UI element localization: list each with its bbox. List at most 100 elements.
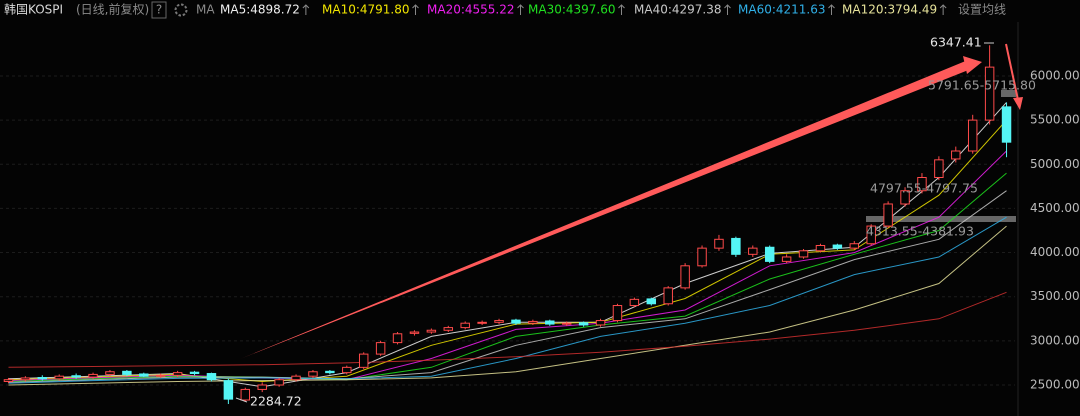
candle-body <box>832 244 843 249</box>
candle-body <box>815 244 826 252</box>
candle-body <box>883 203 893 227</box>
candle-body <box>731 237 741 255</box>
y-tick-label: 4000.00 <box>1030 245 1080 259</box>
chart-subtitle: (日线,前复权) <box>76 2 149 17</box>
candle-body <box>781 256 792 262</box>
legend-arrow <box>412 4 419 15</box>
candle-body <box>139 373 149 377</box>
candle-body <box>595 320 606 326</box>
y-tick-label: 3000.00 <box>1030 333 1080 347</box>
candle-body <box>984 66 995 121</box>
candle-body <box>325 370 335 374</box>
ma-label: MA <box>196 3 215 17</box>
candle-body <box>663 287 673 305</box>
candle-body <box>189 371 200 375</box>
ma-line <box>8 190 1007 383</box>
candle-body <box>764 246 775 262</box>
candle-body <box>105 371 115 375</box>
y-tick-label: 6000.00 <box>1030 68 1080 82</box>
legend-arrow <box>939 4 947 15</box>
y-tick-label: 3500.00 <box>1030 289 1080 303</box>
candle-body <box>561 322 572 325</box>
candle-body <box>172 372 183 376</box>
candle-body <box>71 375 81 378</box>
candle-body <box>629 298 640 307</box>
ma-line <box>8 291 1007 368</box>
candle-body <box>917 176 927 192</box>
candle-body <box>291 375 301 381</box>
legend-entry: MA60:4211.63 <box>738 3 826 17</box>
candle-body <box>849 243 860 249</box>
candle-body <box>866 225 876 245</box>
candle-body <box>409 331 420 334</box>
candle-body <box>545 320 555 325</box>
candle-body <box>54 375 64 380</box>
candle-body <box>934 159 944 178</box>
trend-arrow <box>240 60 971 359</box>
legend-entry: MA40:4297.38 <box>634 3 722 17</box>
legend-arrow <box>724 4 731 15</box>
legend-arrow <box>517 4 524 15</box>
ma-line <box>8 225 1007 386</box>
arrow-head <box>1013 97 1023 110</box>
settings-link[interactable]: 设置均线 <box>958 3 1006 17</box>
y-tick-label: 4500.00 <box>1030 201 1080 215</box>
settings-icon[interactable] <box>174 3 188 17</box>
candle-body <box>477 321 487 324</box>
gap-label: 4797.55-4797.75 <box>870 181 978 196</box>
candle-body <box>155 374 166 377</box>
ma-line <box>8 216 1007 384</box>
candle-body <box>3 379 14 382</box>
candle-body <box>798 250 809 258</box>
candle-body <box>274 379 284 386</box>
drop-arrow <box>1005 43 1019 101</box>
candle-body <box>426 329 437 333</box>
legend-arrow <box>618 4 625 15</box>
legend-entry: MA5:4898.72 <box>220 3 300 17</box>
ma-line <box>8 150 1007 382</box>
candle-body <box>206 373 217 381</box>
chart-title: 韩国KOSPI <box>4 2 63 17</box>
legend-entry: MA10:4791.80 <box>322 3 410 17</box>
candle-body <box>20 377 31 381</box>
candle-body <box>494 320 504 323</box>
arrow-head <box>963 56 982 74</box>
candle-body <box>358 353 369 368</box>
candle-body <box>612 305 623 322</box>
gap-label: 4313.55-4381.93 <box>866 224 974 239</box>
candle-body <box>308 371 318 377</box>
candle-body <box>714 238 724 249</box>
candle-body <box>240 388 251 401</box>
legend-entry: MA30:4397.60 <box>528 3 616 17</box>
gap-label: 5791.65-5715.80 <box>928 78 1036 93</box>
legend-entry: MA20:4555.22 <box>427 3 515 17</box>
candle-body <box>88 373 98 378</box>
max-label: 6347.41 <box>930 35 982 50</box>
candle-body <box>342 366 352 374</box>
candle-body <box>748 247 758 255</box>
candle-body <box>900 190 910 205</box>
candle-body <box>460 322 470 329</box>
candle-body <box>646 298 657 305</box>
candle-body <box>511 319 521 324</box>
gap-zone <box>866 216 1016 222</box>
candle-body <box>951 150 961 160</box>
candle-body <box>697 247 707 267</box>
legend-arrow <box>302 4 310 15</box>
candle-body <box>223 380 234 400</box>
candle-body <box>528 320 538 324</box>
ma-line <box>8 172 1007 382</box>
legend-arrow <box>828 4 835 15</box>
candle-body <box>443 327 454 331</box>
candle-body <box>122 370 132 375</box>
min-label: 2284.72 <box>250 394 302 409</box>
y-tick-label: 2500.00 <box>1030 378 1080 392</box>
legend-entry: MA120:3794.49 <box>842 3 937 17</box>
gap-zone <box>1001 90 1016 97</box>
candle-body <box>680 265 690 289</box>
help-button[interactable]: ? <box>156 3 162 17</box>
candle-body <box>578 322 589 326</box>
candle-body <box>1001 106 1012 143</box>
help-box[interactable] <box>151 1 167 19</box>
